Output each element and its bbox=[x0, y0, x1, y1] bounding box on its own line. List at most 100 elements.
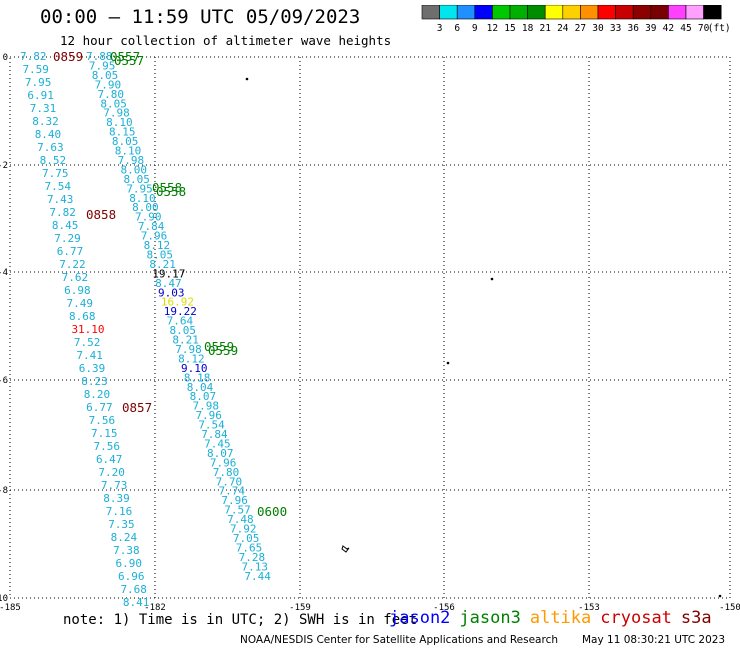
x-tick-label: -156 bbox=[433, 603, 455, 610]
wave-height-value: 8.00 bbox=[132, 201, 159, 214]
wave-height-value: 8.10 bbox=[106, 116, 133, 129]
wave-height-value: 7.84 bbox=[201, 428, 228, 441]
pass-time-label: 0558 bbox=[156, 184, 186, 199]
wave-height-value: 7.96 bbox=[195, 409, 222, 422]
legend-jason3: jason3 bbox=[459, 608, 521, 628]
wave-height-value: 8.52 bbox=[40, 154, 67, 167]
color-scale-label: 30 bbox=[592, 23, 604, 34]
wave-height-value: 8.40 bbox=[35, 128, 62, 141]
wave-height-value: 8.05 bbox=[92, 69, 119, 82]
wave-height-value: 19.17 bbox=[152, 267, 185, 280]
wave-height-value: 7.31 bbox=[30, 102, 57, 115]
map-axes: -185 -182 -159 -156 -153 -150 0 -2 -4 -6 -8 -10 bbox=[0, 53, 740, 610]
wave-height-value: 16.92 bbox=[161, 296, 194, 309]
x-tick-label: -153 bbox=[578, 603, 600, 610]
wave-height-value: 7.49 bbox=[67, 297, 94, 310]
wave-height-value: 7.84 bbox=[138, 220, 165, 233]
wave-height-value: 7.22 bbox=[59, 258, 85, 271]
wave-height-value: 7.64 bbox=[167, 315, 194, 328]
wave-height-value: 8.24 bbox=[111, 531, 138, 544]
wave-height-value: 8.41 bbox=[123, 596, 149, 609]
wave-height-value: 7.52 bbox=[74, 336, 101, 349]
x-tick-label: -150 bbox=[719, 603, 740, 610]
x-tick-label: -185 bbox=[0, 603, 21, 610]
chart-subtitle: 12 hour collection of altimeter wave hei… bbox=[60, 33, 392, 48]
wave-height-value: 7.82 bbox=[49, 206, 76, 219]
legend-jason2: jason2 bbox=[389, 608, 451, 628]
color-scale-label: 36 bbox=[627, 23, 639, 34]
altimeter-map: -185 -182 -159 -156 -153 -150 0 -2 -4 -6 -8 -10 7.8… bbox=[0, 49, 740, 610]
legend-cryosat: cryosat bbox=[600, 608, 672, 628]
wave-height-value: 7.82 bbox=[20, 50, 47, 63]
color-scale-unit: (ft) bbox=[708, 23, 731, 34]
wave-height-value: 8.07 bbox=[207, 447, 234, 460]
wave-height-value: 8.21 bbox=[172, 334, 199, 347]
wave-height-value: 7.57 bbox=[224, 504, 251, 517]
x-tick-label: -182 bbox=[144, 603, 166, 610]
pass-time-label: 0559 bbox=[208, 343, 238, 358]
wave-height-value: 7.74 bbox=[218, 485, 245, 498]
x-tick-label: -159 bbox=[289, 603, 311, 610]
wave-height-value: 7.29 bbox=[54, 232, 81, 245]
wave-height-value: 8.18 bbox=[184, 371, 211, 384]
wave-height-value: 8.04 bbox=[187, 381, 214, 394]
wave-height-value: 7.75 bbox=[42, 167, 69, 180]
pass-time-label: 0858 bbox=[86, 207, 116, 222]
island-marker bbox=[245, 77, 249, 81]
satellite-legend: jason2 jason3 altika cryosat s3a bbox=[389, 608, 721, 628]
color-scale-label: 9 bbox=[472, 23, 478, 34]
wave-height-value: 7.54 bbox=[198, 419, 225, 432]
wave-height-value: 7.59 bbox=[22, 63, 49, 76]
wave-height-value: 7.90 bbox=[135, 211, 162, 224]
wave-height-value: 9.03 bbox=[158, 286, 185, 299]
wave-height-value: 7.92 bbox=[230, 523, 257, 536]
wave-height-value: 7.45 bbox=[204, 437, 231, 450]
wave-height-value: 8.05 bbox=[123, 173, 150, 186]
wave-height-value: 7.98 bbox=[175, 343, 202, 356]
wave-height-value: 6.77 bbox=[86, 401, 113, 414]
wave-height-value: 6.47 bbox=[96, 453, 123, 466]
wave-height-value: 6.77 bbox=[57, 245, 84, 258]
wave-height-value: 8.32 bbox=[32, 115, 59, 128]
wave-height-value: 7.05 bbox=[233, 532, 260, 545]
wave-height-value: 8.12 bbox=[178, 352, 205, 365]
wave-height-value: 8.68 bbox=[69, 310, 96, 323]
wave-height-value: 7.80 bbox=[98, 88, 125, 101]
wave-height-value: 7.20 bbox=[98, 466, 125, 479]
wave-height-value: 7.62 bbox=[62, 271, 89, 284]
y-tick-label: -6 bbox=[0, 376, 8, 386]
wave-height-value: 8.10 bbox=[129, 192, 156, 205]
pass-time-label: 0857 bbox=[122, 400, 152, 415]
color-scale-label: 3 bbox=[437, 23, 443, 34]
pass-time-label: 0557 bbox=[110, 49, 140, 64]
wave-height-value: 6.39 bbox=[79, 362, 106, 375]
wave-height-value: 7.56 bbox=[89, 414, 116, 427]
wave-height-value: 8.05 bbox=[112, 135, 139, 148]
wave-height-value: 7.70 bbox=[216, 475, 243, 488]
color-scale-label: 70 bbox=[698, 23, 710, 34]
wave-height-value: 7.63 bbox=[37, 141, 64, 154]
wave-height-value: 7.56 bbox=[94, 440, 121, 453]
wave-height-value: 7.98 bbox=[118, 154, 144, 167]
wave-height-value: 7.96 bbox=[210, 456, 237, 469]
color-scale-label: 6 bbox=[454, 23, 460, 34]
color-scale-bar: 3 6 9 12 15 18 21 24 27 30 33 36 39 42 45 70(ft) bbox=[421, 5, 731, 34]
color-scale-label: 15 bbox=[504, 23, 515, 34]
wave-height-value: 8.45 bbox=[52, 219, 79, 232]
wave-height-value: 7.15 bbox=[91, 427, 118, 440]
wave-height-value: 19.22 bbox=[164, 305, 197, 318]
wave-height-value: 8.12 bbox=[144, 239, 171, 252]
legend-s3a: s3a bbox=[680, 608, 712, 628]
wave-height-value: 8.10 bbox=[115, 145, 142, 158]
color-scale-label: 18 bbox=[522, 23, 534, 34]
wave-height-value: 6.90 bbox=[116, 557, 143, 570]
color-scale-label: 24 bbox=[557, 23, 569, 34]
island-marker bbox=[446, 361, 450, 365]
y-tick-label: -8 bbox=[0, 486, 8, 496]
wave-height-value: 7.48 bbox=[227, 513, 254, 526]
color-scale-label: 39 bbox=[645, 23, 657, 34]
wave-height-value: 8.47 bbox=[155, 277, 182, 290]
wave-height-value: 8.23 bbox=[81, 375, 108, 388]
color-scale-label: 33 bbox=[610, 23, 621, 34]
map-grid bbox=[9, 56, 731, 599]
